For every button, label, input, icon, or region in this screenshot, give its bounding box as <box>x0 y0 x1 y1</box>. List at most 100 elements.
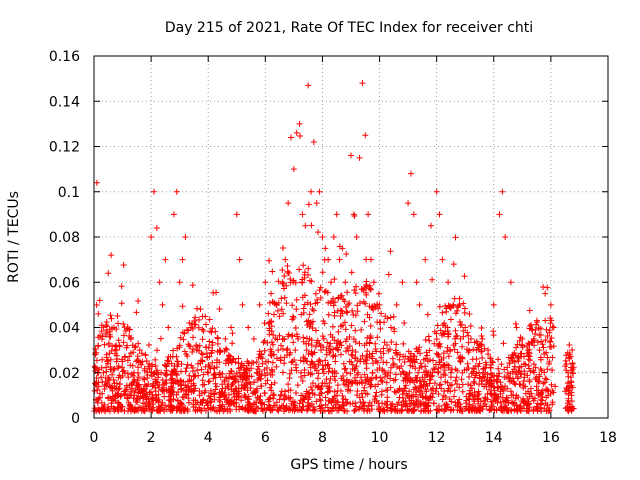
data-point <box>487 355 494 362</box>
data-point <box>200 371 207 378</box>
data-point <box>216 408 223 415</box>
data-point <box>170 347 177 354</box>
data-point <box>306 389 313 396</box>
data-point <box>148 372 155 379</box>
data-point <box>137 393 144 400</box>
data-point <box>401 319 408 326</box>
data-point <box>250 335 257 342</box>
data-point <box>145 396 152 403</box>
data-point <box>308 188 315 195</box>
data-point <box>123 382 130 389</box>
data-point <box>417 360 424 367</box>
data-point <box>367 322 374 329</box>
data-point <box>107 384 114 391</box>
data-point <box>260 339 267 346</box>
data-point <box>189 282 196 289</box>
data-point <box>239 376 246 383</box>
data-point <box>331 276 338 283</box>
data-point <box>546 407 553 414</box>
data-point <box>185 388 192 395</box>
data-point <box>206 378 213 385</box>
data-point <box>103 322 110 329</box>
data-point <box>289 313 296 320</box>
data-point <box>258 370 265 377</box>
data-point <box>236 403 243 410</box>
data-point <box>489 359 496 366</box>
data-point <box>482 395 489 402</box>
data-point <box>233 406 240 413</box>
y-tick-label: 0.1 <box>58 185 80 201</box>
data-point <box>298 311 305 318</box>
data-point <box>452 327 459 334</box>
data-point <box>476 407 483 414</box>
data-point <box>214 348 221 355</box>
data-point <box>163 379 170 386</box>
data-point <box>99 379 106 386</box>
data-point <box>354 371 361 378</box>
data-point <box>327 347 334 354</box>
data-point <box>473 356 480 363</box>
data-point <box>305 201 312 208</box>
data-point <box>488 406 495 413</box>
data-point <box>242 369 249 376</box>
data-point <box>279 346 286 353</box>
data-point <box>287 394 294 401</box>
data-point <box>299 211 306 218</box>
data-point <box>316 287 323 294</box>
data-point <box>569 360 576 367</box>
data-point <box>199 336 206 343</box>
data-point <box>340 296 347 303</box>
data-point <box>365 378 372 385</box>
data-point <box>533 403 540 410</box>
data-point <box>476 360 483 367</box>
data-point <box>498 361 505 368</box>
data-point <box>261 337 268 344</box>
data-point <box>390 360 397 367</box>
data-point <box>533 374 540 381</box>
data-point <box>503 394 510 401</box>
data-point <box>264 377 271 384</box>
data-point <box>381 339 388 346</box>
data-point <box>301 292 308 299</box>
data-point <box>117 374 124 381</box>
data-point <box>189 348 196 355</box>
data-point <box>113 326 120 333</box>
data-point <box>222 335 229 342</box>
data-point <box>419 393 426 400</box>
data-point <box>245 324 252 331</box>
data-point <box>208 350 215 357</box>
data-point <box>128 371 135 378</box>
data-point <box>307 364 314 371</box>
data-point <box>290 315 297 322</box>
data-point <box>377 348 384 355</box>
data-point <box>399 394 406 401</box>
data-point <box>525 400 532 407</box>
data-point <box>520 378 527 385</box>
x-tick-label: 18 <box>599 430 617 446</box>
data-point <box>451 387 458 394</box>
data-point <box>146 399 153 406</box>
data-point <box>361 318 368 325</box>
data-point <box>500 340 507 347</box>
data-point <box>106 329 113 336</box>
data-point <box>324 339 331 346</box>
data-point <box>536 378 543 385</box>
data-point <box>460 300 467 307</box>
data-point <box>308 342 315 349</box>
data-point <box>393 350 400 357</box>
data-point <box>300 334 307 341</box>
data-point <box>309 386 316 393</box>
data-point <box>157 335 164 342</box>
data-point <box>143 357 150 364</box>
data-point <box>296 400 303 407</box>
data-point <box>436 359 443 366</box>
data-point <box>431 366 438 373</box>
data-point <box>319 269 326 276</box>
data-point <box>190 334 196 341</box>
data-point <box>439 309 446 316</box>
data-point <box>214 335 221 342</box>
data-point <box>307 371 314 378</box>
data-point <box>356 404 363 411</box>
data-point <box>453 374 460 381</box>
data-point <box>317 396 324 403</box>
